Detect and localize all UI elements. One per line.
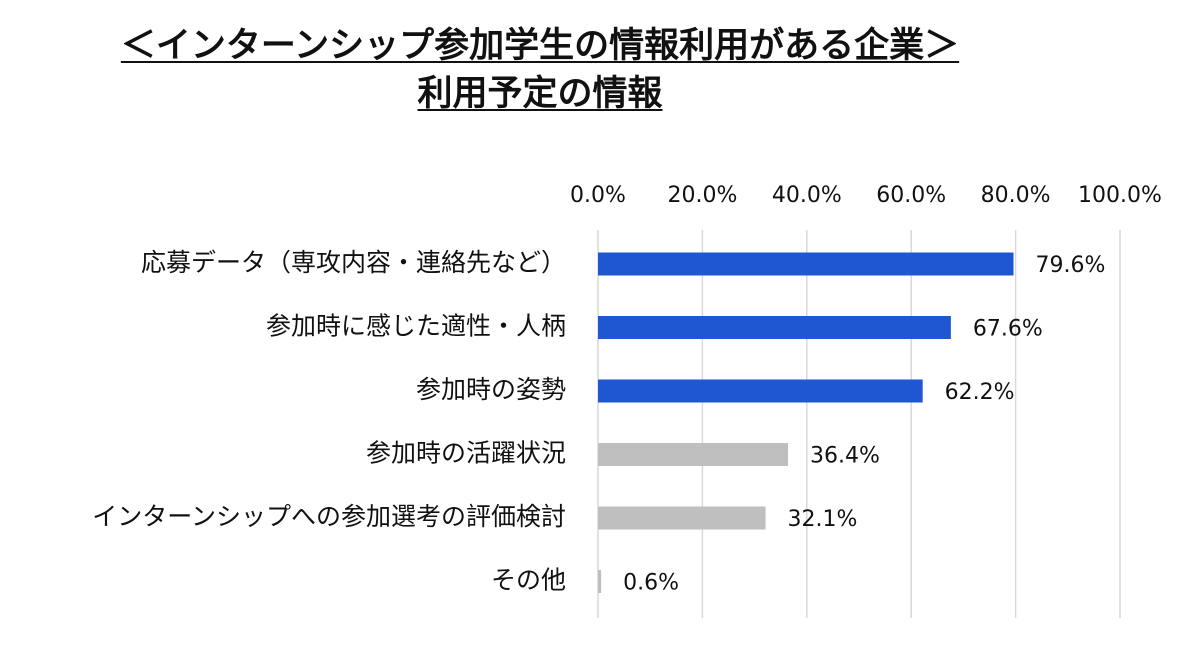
bar-0 (598, 252, 1014, 276)
x-tick-label-60: 60.0% (876, 183, 946, 208)
category-label-4: インターンシップへの参加選考の評価検討 (92, 502, 566, 531)
data-label-3: 36.4% (810, 444, 880, 469)
x-tick-label-20: 20.0% (667, 183, 737, 208)
bar-5 (598, 570, 602, 593)
x-tick-label-100: 100.0% (1078, 183, 1162, 208)
x-tick-label-40: 40.0% (772, 183, 842, 208)
data-label-1: 67.6% (973, 317, 1043, 342)
bar-2 (598, 379, 923, 403)
bar-3 (598, 443, 789, 466)
chart-title-line-2: 利用予定の情報 (417, 74, 663, 114)
x-tick-label-80: 80.0% (981, 183, 1051, 208)
bar-1 (598, 316, 951, 339)
data-label-0: 79.6% (1036, 253, 1106, 278)
category-label-3: 参加時の活躍状況 (366, 439, 566, 468)
data-label-4: 32.1% (788, 507, 858, 532)
bar-4 (598, 506, 766, 530)
x-tick-label-0: 0.0% (570, 183, 626, 208)
chart-title: ＜インターンシップ参加学生の情報利用がある企業＞ 利用予定の情報 (0, 22, 1080, 118)
category-label-5: その他 (491, 566, 566, 595)
category-label-2: 参加時の姿勢 (416, 375, 566, 404)
data-label-5: 0.6% (623, 571, 679, 596)
data-label-2: 62.2% (945, 380, 1015, 405)
category-label-0: 応募データ（専攻内容・連絡先など） (141, 248, 566, 277)
chart-title-line-1: ＜インターンシップ参加学生の情報利用がある企業＞ (120, 26, 960, 66)
category-label-1: 参加時に感じた適性・人柄 (266, 312, 566, 341)
